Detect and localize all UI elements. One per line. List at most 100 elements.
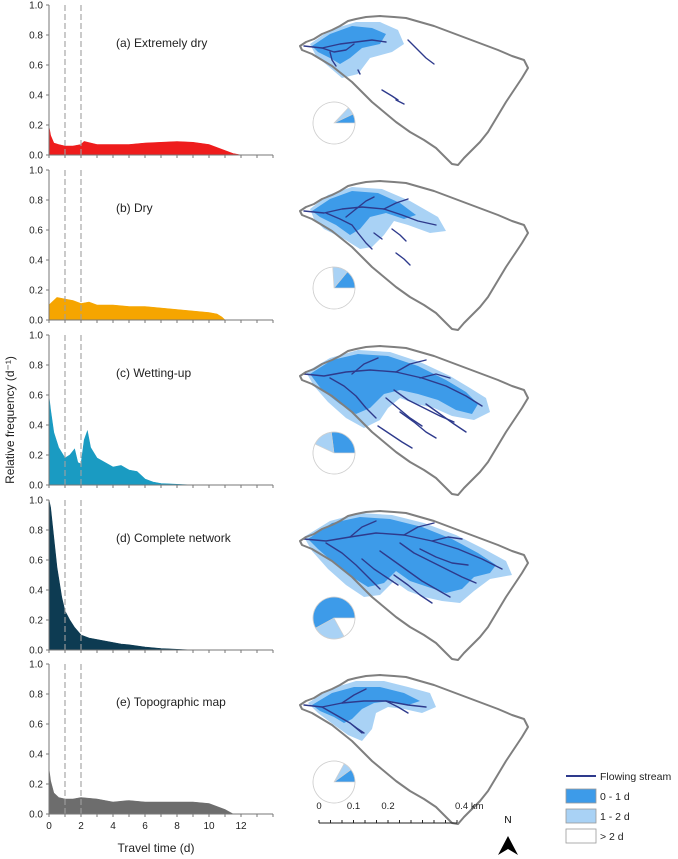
catchment-map — [299, 180, 529, 331]
catchment-map — [299, 674, 529, 825]
y-tick-label: 1.0 — [29, 166, 43, 177]
catchment-outline — [299, 180, 529, 331]
pie-chart — [312, 596, 356, 640]
pie-chart — [312, 431, 356, 475]
north-arrow: N — [498, 815, 518, 855]
flowing-stream — [325, 542, 381, 590]
flowing-stream — [399, 411, 437, 439]
chart-panel: 0.0 0.2 0.4 0.6 0.8 1.0 (d) Complete network — [29, 496, 274, 657]
y-tick-label: 0.2 — [29, 616, 43, 627]
flowing-stream — [431, 536, 463, 542]
zone-0-1d — [312, 687, 420, 723]
y-tick-label: 1.0 — [29, 496, 43, 507]
y-tick-label: 0.6 — [29, 556, 43, 567]
y-tick-label: 0.6 — [29, 391, 43, 402]
pie-outline — [312, 101, 356, 145]
flowing-stream — [407, 39, 435, 65]
flowing-stream — [349, 722, 365, 734]
x-axis-label: Travel time (d) — [118, 841, 195, 855]
y-tick-label: 0.0 — [29, 316, 43, 327]
catchment-map — [299, 15, 529, 166]
flowing-stream — [329, 51, 337, 67]
y-tick-label: 0.8 — [29, 31, 43, 42]
x-tick-label: 6 — [142, 821, 148, 832]
travel-time-area — [48, 297, 226, 321]
x-tick-label: 10 — [203, 821, 215, 832]
y-tick-label: 0.8 — [29, 690, 43, 701]
flowing-stream — [325, 212, 373, 250]
flowing-stream — [395, 99, 405, 105]
legend-class-label: 0 - 1 d — [600, 791, 630, 803]
panel-label: (c) Wetting-up — [116, 366, 191, 380]
chart-panel: 0.0 0.2 0.4 0.6 0.8 1.0 (a) Extremely dry — [29, 1, 274, 162]
pie-outline — [312, 596, 356, 640]
panel-label: (d) Complete network — [116, 531, 232, 545]
chart-panel: 0.0 0.2 0.4 0.6 0.8 1.0 (b) Dry — [29, 166, 274, 327]
y-tick-label: 0.8 — [29, 361, 43, 372]
catchment-outline — [299, 345, 529, 496]
catchment-outline — [299, 674, 529, 825]
north-arrow-icon — [498, 836, 518, 855]
panel-label: (e) Topographic map — [116, 695, 226, 709]
legend-stream-label: Flowing stream — [600, 771, 671, 783]
catchment-outline — [299, 15, 529, 166]
scale-bar: 0 0.1 0.2 0.4 km — [316, 801, 484, 824]
y-tick-label: 0.6 — [29, 720, 43, 731]
y-tick-label: 0.0 — [29, 646, 43, 657]
y-tick-label: 0.0 — [29, 810, 43, 821]
legend-swatch — [565, 808, 597, 824]
legend-class-label: 1 - 2 d — [600, 811, 630, 823]
flowing-stream — [395, 359, 427, 373]
pie-slice — [331, 431, 356, 454]
y-tick-label: 0.0 — [29, 481, 43, 492]
flowing-stream — [391, 228, 407, 242]
y-tick-label: 0.6 — [29, 61, 43, 72]
chart-panel: 0.0 0.2 0.4 0.6 0.8 1.0 0 2 4 6 8 10 12 (e) Topograph… — [29, 660, 274, 832]
y-tick-label: 0.4 — [29, 421, 43, 432]
pie-chart — [312, 101, 356, 145]
catchment-map — [299, 510, 529, 661]
x-tick-label: 4 — [110, 821, 116, 832]
flowing-stream — [345, 196, 375, 218]
map-legend: Flowing stream 0 - 1 d 1 - 2 d > 2 d — [565, 771, 671, 844]
travel-time-area — [48, 126, 242, 156]
flowing-stream — [419, 548, 469, 566]
x-tick-label: 0 — [46, 821, 52, 832]
flowing-stream — [403, 522, 435, 536]
y-axis-label: Relative frequency (d⁻¹) — [3, 356, 17, 484]
y-tick-label: 0.0 — [29, 151, 43, 162]
flowing-stream — [357, 69, 361, 75]
pie-outline — [312, 760, 356, 804]
flowing-stream — [393, 574, 433, 604]
x-tick-label: 8 — [174, 821, 180, 832]
flowing-stream — [349, 520, 377, 538]
y-tick-label: 0.8 — [29, 196, 43, 207]
scale-bar-label: 0.2 — [381, 801, 394, 812]
flowing-stream — [341, 688, 367, 704]
flowing-stream — [419, 373, 451, 379]
y-tick-label: 1.0 — [29, 1, 43, 12]
panel-label: (b) Dry — [116, 201, 153, 215]
y-tick-label: 0.4 — [29, 91, 43, 102]
flowing-stream — [303, 39, 387, 49]
flowing-stream — [303, 206, 437, 226]
y-tick-label: 0.6 — [29, 226, 43, 237]
legend-swatch — [565, 788, 597, 804]
flowing-stream — [377, 425, 413, 449]
travel-time-area — [48, 768, 235, 815]
pie-outline — [312, 431, 356, 475]
flowing-stream — [379, 550, 451, 598]
scale-bar-label: 0 — [316, 801, 321, 812]
y-tick-label: 0.2 — [29, 780, 43, 791]
flowing-stream — [321, 43, 355, 53]
pie-chart — [312, 760, 356, 804]
scale-bar-label: 0.4 km — [455, 801, 484, 812]
flowing-stream — [383, 198, 409, 210]
flowing-stream — [385, 397, 423, 427]
scale-bar-label: 0.1 — [347, 801, 360, 812]
map-panels — [299, 15, 529, 825]
pie-outline — [312, 266, 356, 310]
y-tick-label: 0.8 — [29, 526, 43, 537]
zone-0-1d — [310, 354, 478, 414]
legend-class-label: > 2 d — [600, 831, 624, 843]
